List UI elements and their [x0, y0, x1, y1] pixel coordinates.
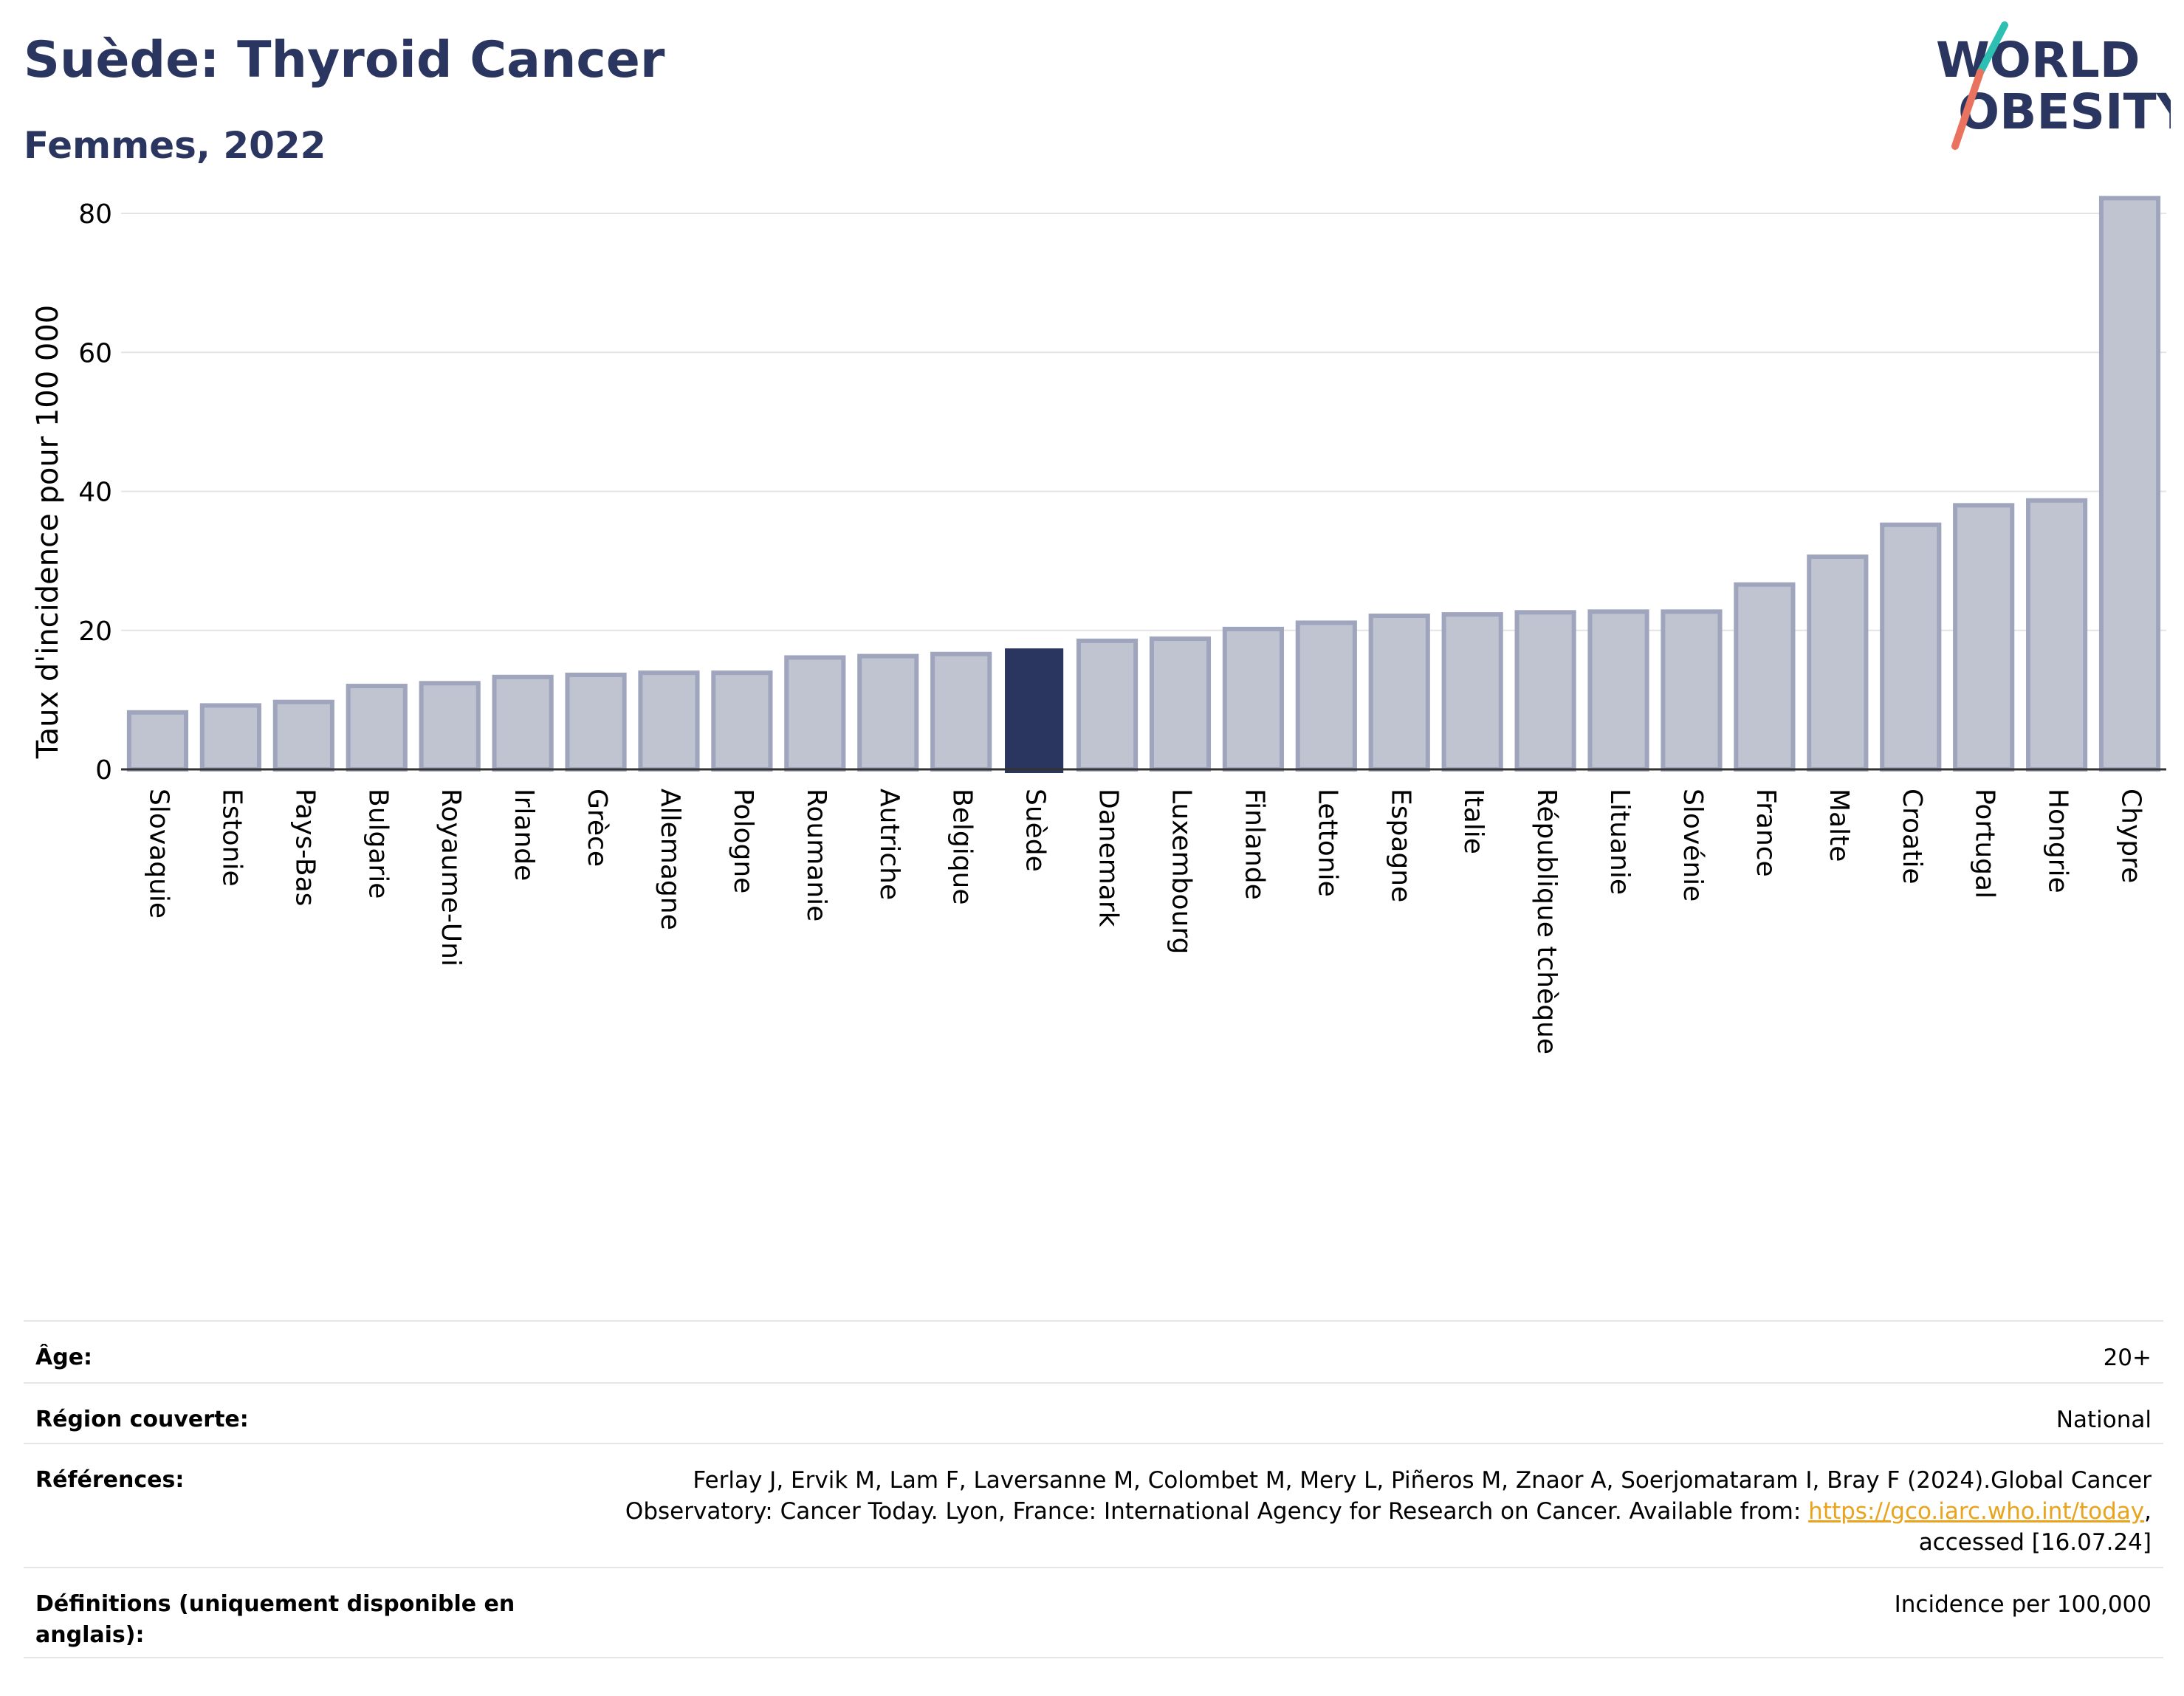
- meta-row-region: Région couverte: National: [24, 1382, 2163, 1443]
- bar-allemagne: [638, 670, 700, 772]
- bar-slov-nie: [1661, 609, 1723, 772]
- bar-chypre: [2098, 196, 2161, 772]
- bar-slovaquie: [126, 710, 189, 772]
- x-tick-label: Hongrie: [2043, 789, 2073, 893]
- bar-italie: [1441, 612, 1503, 772]
- y-tick-label: 80: [78, 199, 112, 230]
- bar-r-publique-tch-que: [1514, 610, 1576, 772]
- x-tick-label: Croatie: [1897, 789, 1927, 885]
- x-tick-label: République tchèque: [1531, 789, 1562, 1054]
- bar-bulgarie: [346, 684, 408, 772]
- x-tick-label: Estonie: [216, 789, 247, 887]
- logo-line1: WORLD: [1936, 32, 2140, 89]
- bar-lituanie: [1587, 609, 1649, 772]
- x-tick-label: Espagne: [1385, 789, 1415, 902]
- references-line3: accessed [16.07.24]: [1918, 1529, 2152, 1556]
- bar-pays-bas: [272, 699, 334, 772]
- x-tick-label: Chypre: [2116, 789, 2146, 883]
- x-tick-label: Finlande: [1239, 789, 1269, 900]
- bar-malte: [1807, 555, 1869, 772]
- page-title: Suède: Thyroid Cancer: [24, 31, 665, 89]
- x-tick-label: Lettonie: [1312, 789, 1342, 897]
- tick-labels: 0 20 40 60 80 Slovaquie Estonie Pays-Bas Bulgari…: [78, 199, 2146, 1054]
- bar-pologne: [711, 670, 773, 772]
- y-tick-label: 20: [78, 617, 112, 647]
- bar-finlande: [1222, 626, 1284, 772]
- references-line2: Observatory: Cancer Today. Lyon, France:…: [625, 1496, 2152, 1527]
- bar-danemark: [1076, 638, 1139, 772]
- x-tick-label: Suède: [1020, 789, 1051, 872]
- x-tick-label: Bulgarie: [363, 789, 393, 899]
- references-line2-text: Observatory: Cancer Today. Lyon, France:…: [625, 1498, 1809, 1525]
- logo-slash-bottom: [1951, 69, 1984, 150]
- bar-hongrie: [2026, 498, 2088, 772]
- x-tick-label: Slovénie: [1678, 789, 1708, 902]
- logo-slash-top: [1977, 21, 2008, 76]
- x-tick-label: France: [1751, 789, 1781, 877]
- references-value: Ferlay J, Ervik M, Lam F, Laversanne M, …: [625, 1465, 2152, 1558]
- bar-croatie: [1880, 522, 1942, 772]
- references-link[interactable]: https://gco.iarc.who.int/today: [1808, 1498, 2145, 1525]
- bar-estonie: [199, 703, 261, 772]
- region-label: Région couverte:: [35, 1407, 249, 1432]
- bar-royaume-uni: [419, 681, 481, 772]
- x-tick-label: Belgique: [947, 789, 978, 905]
- x-tick-label: Slovaquie: [143, 789, 174, 919]
- bar-espagne: [1368, 614, 1430, 772]
- age-label: Âge:: [35, 1345, 93, 1370]
- age-value: 20+: [2103, 1345, 2152, 1371]
- x-tick-label: Lituanie: [1604, 789, 1635, 895]
- meta-row-references: Références: Ferlay J, Ervik M, Lam F, La…: [24, 1443, 2163, 1567]
- x-tick-label: Pologne: [728, 789, 758, 893]
- x-tick-label: Italie: [1458, 789, 1488, 854]
- x-tick-label: Autriche: [874, 789, 904, 900]
- meta-row-age: Âge: 20+: [24, 1320, 2163, 1382]
- bar-portugal: [1953, 503, 2015, 772]
- bar-france: [1734, 582, 1796, 772]
- world-obesity-logo: WORLD OBESITY: [1936, 21, 2171, 150]
- x-tick-label: Pays-Bas: [289, 789, 320, 906]
- x-tick-label: Portugal: [1970, 789, 2000, 899]
- page-subtitle: Femmes, 2022: [24, 124, 326, 167]
- references-line1: Ferlay J, Ervik M, Lam F, Laversanne M, …: [693, 1467, 2152, 1494]
- logo-line2: OBESITY: [1958, 83, 2171, 140]
- bar-irlande: [492, 674, 554, 772]
- region-value: National: [2056, 1407, 2152, 1433]
- meta-row-definitions: Définitions (uniquement disponible en an…: [24, 1567, 2163, 1658]
- y-tick-label: 0: [95, 755, 112, 786]
- x-tick-label: Danemark: [1093, 789, 1124, 927]
- metadata-table: Âge: 20+ Région couverte: National Référ…: [24, 1320, 2163, 1658]
- bar-chart: 0 20 40 60 80 Slovaquie Estonie Pays-Bas Bulgari…: [31, 196, 2166, 1054]
- x-tick-label: Irlande: [509, 789, 539, 881]
- x-tick-label: Grèce: [582, 789, 612, 867]
- x-tick-label: Luxembourg: [1166, 789, 1196, 954]
- bar-gr-ce: [565, 673, 627, 772]
- bar-luxembourg: [1149, 636, 1212, 772]
- bar-su-de: [1005, 648, 1064, 773]
- x-tick-label: Allemagne: [655, 789, 685, 930]
- bar-autriche: [857, 653, 919, 772]
- definitions-label: Définitions (uniquement disponible en an…: [35, 1591, 515, 1648]
- y-axis-label: Taux d'incidence pour 100 000: [31, 305, 65, 759]
- references-label: Références:: [35, 1467, 185, 1493]
- definitions-value: Incidence per 100,000: [1894, 1591, 2152, 1618]
- y-tick-label: 40: [78, 478, 112, 508]
- x-tick-label: Roumanie: [801, 789, 831, 921]
- x-tick-label: Malte: [1824, 789, 1854, 862]
- y-tick-label: 60: [78, 338, 112, 368]
- bars: [126, 196, 2161, 773]
- bar-roumanie: [784, 655, 846, 772]
- references-line2-end: ,: [2144, 1498, 2152, 1525]
- bar-belgique: [930, 651, 992, 772]
- bar-lettonie: [1295, 620, 1357, 772]
- x-tick-label: Royaume-Uni: [436, 789, 466, 967]
